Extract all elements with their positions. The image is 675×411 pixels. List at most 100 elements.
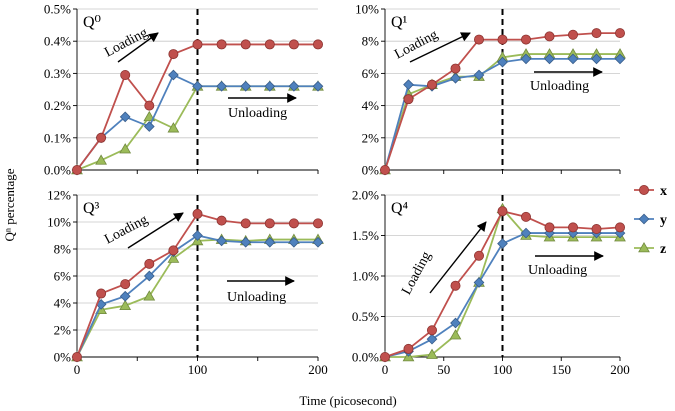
y-tick-label: 2% <box>54 323 72 338</box>
data-point-x <box>120 279 131 290</box>
x-tick-label: 200 <box>308 362 328 377</box>
data-point-y <box>264 80 276 92</box>
x-tick-label: 100 <box>188 362 208 377</box>
y-tick-label: 8% <box>54 242 72 257</box>
y-tick-label: 1.5% <box>352 228 379 243</box>
y-tick-label: 0.5% <box>44 2 71 17</box>
legend-item-z: z <box>634 241 666 257</box>
data-point-x <box>591 28 602 39</box>
data-point-y <box>288 80 300 92</box>
loading-arrow <box>127 212 184 249</box>
y-tick-label: 0.3% <box>44 66 71 81</box>
data-point-y <box>426 333 438 345</box>
data-point-y <box>192 230 203 241</box>
y-tick-label: 4% <box>54 296 72 311</box>
data-point-x <box>72 351 83 362</box>
legend-marker-y <box>638 213 650 225</box>
data-point-x <box>473 250 484 261</box>
loading-label: Loading <box>102 212 150 247</box>
data-point-y <box>240 80 252 92</box>
data-point-x <box>168 245 179 256</box>
data-point-y <box>497 56 508 68</box>
legend-label: y <box>660 213 667 228</box>
y-axis-label: Qⁿ percentage <box>2 168 17 241</box>
data-point-x <box>426 79 437 90</box>
data-point-y <box>567 227 579 239</box>
data-point-y <box>544 53 555 65</box>
data-point-x <box>120 70 131 81</box>
data-point-x <box>544 222 555 233</box>
data-point-x <box>192 208 203 219</box>
chart-panel-4: 0.0% 0.5% 1.0% 1.5% 2.0% 0 50 100 150 200 Q⁴ Loadin… <box>352 188 630 378</box>
unloading-label: Unloading <box>530 79 589 94</box>
y-tick-label: 0.4% <box>44 34 71 49</box>
data-point-x <box>216 215 227 226</box>
data-point-x <box>96 132 107 143</box>
x-tick-label: 150 <box>552 362 572 377</box>
data-point-x <box>473 34 484 45</box>
y-tick-label: 0.0% <box>44 163 71 178</box>
data-point-x <box>72 164 83 175</box>
y-tick-label: 0.2% <box>44 98 71 113</box>
data-point-y <box>216 235 227 247</box>
loading-arrow <box>409 32 471 63</box>
legend-marker-x <box>639 184 650 195</box>
legend-item-x: x <box>634 184 667 199</box>
y-tick-label: 10% <box>47 215 71 230</box>
data-point-y <box>473 69 485 81</box>
data-point-y <box>450 317 461 329</box>
data-point-y <box>403 79 414 91</box>
data-point-y <box>591 53 602 65</box>
x-tick-label: 100 <box>493 362 513 377</box>
chart-panels: 0.0% 0.1% 0.2% 0.3% 0.4% 0.5% Q⁰ Loading Unloadi… <box>44 2 630 378</box>
loading-label: Loading <box>399 249 434 297</box>
y-tick-label: 6% <box>362 66 380 81</box>
y-tick-label: 0.5% <box>352 309 379 324</box>
x-tick-label: 200 <box>610 362 630 377</box>
data-point-z <box>426 348 438 359</box>
data-point-x <box>450 63 461 74</box>
y-tick-label: 4% <box>362 98 380 113</box>
data-point-x <box>591 224 602 235</box>
x-tick-label: 0 <box>74 362 81 377</box>
data-point-x <box>426 325 437 336</box>
data-point-z <box>143 290 156 301</box>
chart-panel-1: 0.0%0.1%0.2%0.3%0.4%0.5%Q⁰LoadingUnloadi… <box>44 2 324 178</box>
data-point-x <box>240 218 251 229</box>
data-point-x <box>568 29 579 40</box>
data-point-y <box>240 236 252 248</box>
legend-label: x <box>660 184 667 199</box>
y-tick-label: 0.1% <box>44 130 71 145</box>
data-point-x <box>568 222 579 233</box>
data-point-y <box>567 53 579 65</box>
data-point-y <box>614 227 626 239</box>
data-point-x <box>264 39 275 50</box>
data-point-y <box>497 238 508 249</box>
data-point-y <box>119 290 131 302</box>
data-point-y <box>119 111 131 123</box>
loading-arrow <box>429 221 487 294</box>
data-point-y <box>312 236 324 248</box>
data-point-z <box>449 329 462 340</box>
unloading-label: Unloading <box>228 106 287 121</box>
y-tick-label: 0.0% <box>352 350 379 365</box>
data-point-x <box>521 211 532 222</box>
data-point-y <box>168 69 179 81</box>
y-tick-label: 2% <box>362 130 380 145</box>
data-point-y <box>520 53 532 65</box>
data-point-y <box>520 227 532 239</box>
data-point-y <box>450 72 461 84</box>
data-point-x <box>312 39 323 50</box>
data-point-x <box>216 39 227 50</box>
panel-title: Q¹ <box>391 14 408 31</box>
data-point-z <box>167 252 180 263</box>
data-point-z <box>95 154 107 165</box>
unloading-label: Unloading <box>528 263 587 278</box>
y-tick-label: 0% <box>54 350 72 365</box>
data-point-y <box>288 236 300 248</box>
data-point-z <box>119 143 132 154</box>
panel-title: Q⁰ <box>83 14 101 31</box>
